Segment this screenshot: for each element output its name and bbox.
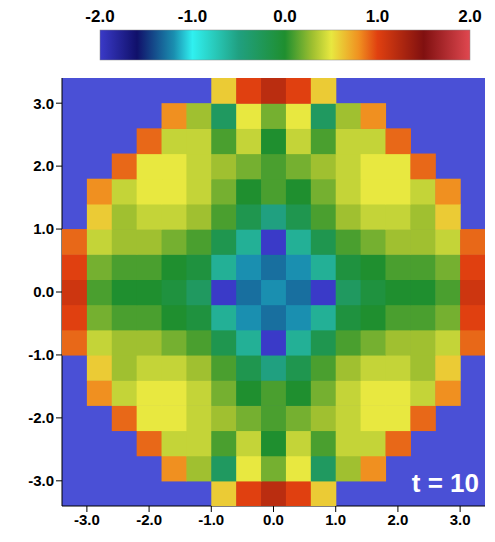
svg-text:-2.0: -2.0: [28, 409, 54, 426]
svg-text:1.0: 1.0: [366, 7, 390, 26]
svg-text:-3.0: -3.0: [74, 511, 100, 528]
svg-text:2.0: 2.0: [387, 511, 408, 528]
svg-text:2.0: 2.0: [33, 157, 54, 174]
html-text:t = 10: t = 10: [411, 468, 479, 498]
svg-text:1.0: 1.0: [33, 220, 54, 237]
svg-text:0.0: 0.0: [33, 283, 54, 300]
svg-text:1.0: 1.0: [325, 511, 346, 528]
svg-text:-1.0: -1.0: [198, 511, 224, 528]
svg-text:0.0: 0.0: [273, 7, 297, 26]
svg-text:-3.0: -3.0: [28, 472, 54, 489]
svg-text:-2.0: -2.0: [85, 7, 114, 26]
svg-text:-1.0: -1.0: [178, 7, 207, 26]
svg-text:3.0: 3.0: [450, 511, 471, 528]
svg-text:-1.0: -1.0: [28, 346, 54, 363]
svg-text:-2.0: -2.0: [136, 511, 162, 528]
svg-text:3.0: 3.0: [33, 95, 54, 112]
svg-text:2.0: 2.0: [458, 7, 482, 26]
svg-text:0.0: 0.0: [263, 511, 284, 528]
